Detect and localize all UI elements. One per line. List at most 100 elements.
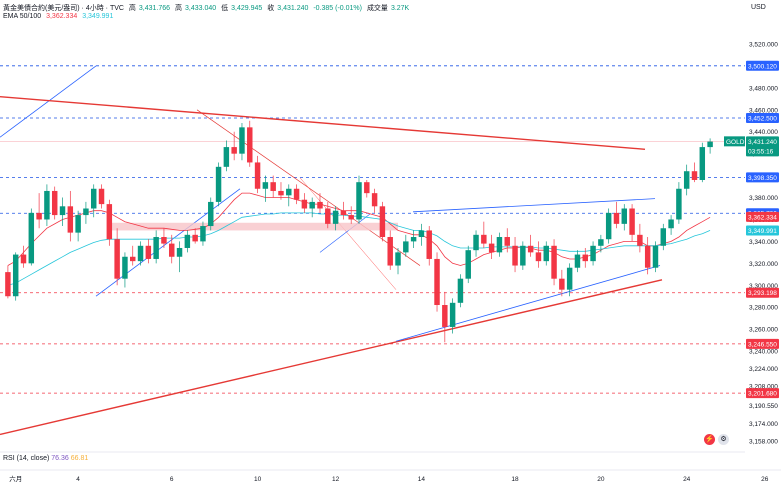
candle-body [676, 188, 682, 220]
candle [192, 228, 198, 244]
time-axis[interactable]: 六月4610121418202426七月3791115171923 [0, 451, 781, 483]
price-label-text: 3,362.334 [748, 214, 777, 221]
candle-body [582, 254, 588, 262]
price-label-text: 3,500.120 [748, 63, 777, 70]
candle-body [12, 254, 19, 297]
countdown-text: 03:55:16 [748, 148, 774, 155]
candle-body [418, 230, 425, 238]
alert-icon[interactable]: ⚡ [704, 434, 715, 445]
candle [582, 247, 588, 268]
ema-legend[interactable]: EMA 50/100 3,362.334 3,349.991 [3, 13, 116, 20]
candle [348, 206, 354, 224]
candle-body [278, 190, 284, 196]
price-label-box [746, 225, 779, 236]
candle-body [410, 237, 417, 242]
rsi-legend[interactable]: RSI (14, close) 76.36 66.81 [3, 455, 88, 462]
price-label-box [746, 60, 779, 71]
candle-body [496, 237, 503, 253]
blue-resistance-line [412, 198, 656, 213]
ema100-value: 3,349.991 [82, 13, 114, 20]
candle [208, 197, 214, 231]
candle-body [67, 206, 74, 233]
candle [668, 215, 674, 235]
candle [262, 175, 269, 202]
candle-body [473, 234, 479, 251]
candle [613, 201, 620, 229]
currency-label: USD [751, 4, 766, 11]
candle [12, 252, 19, 301]
candle [691, 162, 698, 183]
candle [356, 175, 362, 224]
candle [449, 298, 456, 334]
candle-body [20, 254, 27, 264]
candle [28, 208, 35, 266]
candle-body [387, 237, 393, 266]
candle [699, 142, 706, 183]
price-label-text: 3,349.991 [748, 228, 777, 235]
candle-body [98, 188, 105, 205]
candle [75, 210, 81, 242]
red-thin-line-2 [299, 177, 397, 290]
candle [418, 223, 425, 246]
candle [473, 230, 479, 257]
price-label-text: 3,201.680 [748, 391, 777, 398]
candle [309, 197, 315, 218]
price-label-box [746, 113, 779, 124]
candle [44, 184, 50, 227]
volume-label: 成交量 [366, 5, 388, 12]
candle-body [379, 206, 386, 238]
price-labels: 3,500.1203,452.5003,398.3503,365.7003,36… [724, 60, 779, 399]
candle-body [200, 226, 206, 242]
candle-body [51, 190, 58, 216]
price-tick-label: 3,320.000 [749, 261, 778, 268]
low-label: 低 [221, 5, 229, 12]
price-tick-label: 3,224.000 [749, 366, 778, 373]
candle-body [520, 245, 526, 266]
candle [496, 232, 503, 257]
candle-body [169, 243, 175, 257]
candle-body [449, 302, 456, 327]
candle-body [262, 182, 269, 189]
candle-body [543, 245, 549, 262]
candle [481, 221, 487, 248]
candle-body [512, 245, 518, 266]
resistance-zone [108, 222, 398, 231]
candle-body [317, 201, 323, 209]
candle-body [293, 188, 300, 200]
candle [122, 252, 128, 288]
time-tick-label: 10 [254, 476, 262, 483]
time-tick-label: 24 [683, 476, 691, 483]
close-label: 收 [267, 5, 275, 12]
candle-body [637, 234, 643, 246]
candle [114, 228, 120, 286]
price-axis[interactable]: 3,520.0003,500.0003,480.0003,460.0003,44… [745, 0, 781, 486]
candle [504, 228, 510, 253]
candles [5, 120, 713, 343]
candle-body [559, 278, 565, 290]
candle-body [707, 141, 713, 148]
settings-icon[interactable]: ⚙ [718, 434, 729, 445]
candle-body [605, 212, 612, 240]
candle-body [551, 245, 557, 279]
candle-body [75, 215, 81, 233]
price-tick-label: 3,300.000 [749, 283, 778, 290]
candle [200, 221, 206, 246]
candle [184, 230, 191, 253]
candle [278, 182, 284, 200]
symbol-title: 黃金美債合約(美元/盎司) · 4小時 · TVC [3, 5, 124, 12]
trend-lines [0, 65, 663, 436]
candle-body [254, 162, 261, 189]
candle-body [442, 305, 448, 327]
candle-body [161, 237, 167, 244]
price-tick-label: 3,480.000 [749, 85, 778, 92]
candle-body [535, 252, 542, 262]
high-label-2: 高 [175, 5, 183, 12]
candle-body [223, 147, 230, 167]
price-label-box [746, 388, 779, 399]
candle-body [426, 230, 432, 259]
candle [535, 241, 542, 268]
price-tick-label: 3,174.000 [749, 421, 778, 428]
candle-body [137, 245, 144, 262]
candle-body [668, 219, 674, 229]
